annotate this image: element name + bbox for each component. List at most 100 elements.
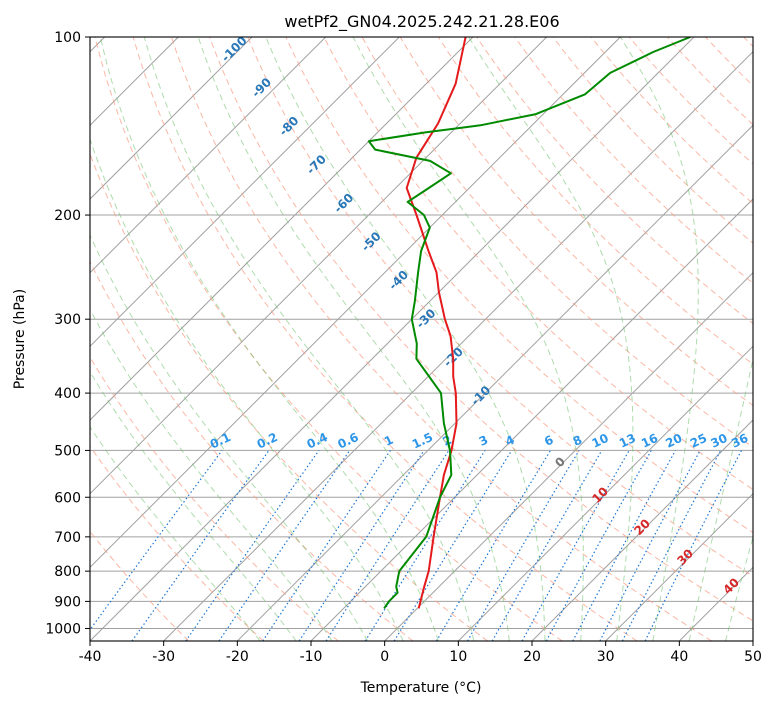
x-tick-label: 20 bbox=[523, 649, 541, 665]
isotherm-line bbox=[90, 37, 548, 495]
series-line bbox=[405, 37, 467, 609]
mixing-ratio-label: 8 bbox=[571, 433, 584, 449]
chart-title: wetPf2_GN04.2025.242.21.28.E06 bbox=[284, 12, 559, 32]
y-tick-label: 300 bbox=[54, 312, 81, 328]
moist-adiabats bbox=[90, 37, 753, 641]
dry-adiabat-line bbox=[476, 37, 753, 325]
series-line bbox=[367, 37, 691, 609]
dry-adiabats bbox=[90, 37, 753, 641]
moist-adiabat-line bbox=[90, 426, 261, 641]
isotherm-line bbox=[90, 37, 695, 641]
moist-adiabat-line bbox=[197, 37, 510, 641]
dry-adiabat-line bbox=[132, 37, 638, 641]
dry-adiabat-line bbox=[628, 37, 753, 165]
moist-adiabat-line bbox=[352, 37, 584, 641]
moist-adiabat-label: 40 bbox=[720, 575, 742, 597]
isotherm-line bbox=[752, 640, 753, 641]
dry-adiabat-line bbox=[170, 37, 712, 641]
dry-adiabat-label: -60 bbox=[331, 191, 356, 216]
dry-adiabat-line bbox=[743, 37, 753, 48]
mixing-ratio-label: 16 bbox=[639, 431, 660, 451]
x-tick-label: -10 bbox=[300, 649, 323, 665]
y-tick-label: 1000 bbox=[45, 621, 81, 637]
dry-adiabat-line bbox=[437, 37, 753, 365]
isotherm-line bbox=[90, 37, 400, 348]
moist-adiabat-line bbox=[619, 37, 699, 641]
dry-adiabat-line bbox=[247, 37, 753, 577]
dry-adiabat-label: -80 bbox=[276, 114, 301, 139]
moist-adiabat-label: 10 bbox=[589, 484, 611, 506]
isotherm-line bbox=[310, 198, 753, 641]
mixing-ratio-line bbox=[262, 450, 391, 641]
x-tick-label: -20 bbox=[226, 649, 249, 665]
dry-adiabat-line bbox=[90, 530, 190, 641]
x-tick-label: 10 bbox=[449, 649, 467, 665]
dry-adiabat-line bbox=[705, 37, 753, 87]
dry-adiabat-line bbox=[514, 37, 753, 284]
isotherm-line bbox=[531, 419, 753, 641]
y-tick-label: 800 bbox=[54, 564, 81, 580]
mixing-ratio-line bbox=[393, 450, 513, 641]
mixing-ratio-label: 0.4 bbox=[305, 430, 330, 452]
x-axis-ticks: -40 -30 -20 -10 0 10 20 30 40 50 bbox=[79, 641, 762, 665]
isotherm-line bbox=[384, 271, 753, 641]
dry-adiabat-label: -90 bbox=[249, 75, 274, 100]
mixing-ratio-label: 1.5 bbox=[410, 430, 435, 452]
x-axis-label: Temperature (°C) bbox=[360, 680, 482, 696]
moist-adiabat-line bbox=[265, 37, 546, 641]
moist-adiabat-line bbox=[468, 37, 634, 641]
isotherm-line bbox=[90, 37, 621, 569]
isotherm-line bbox=[90, 37, 253, 200]
dry-adiabat-label: -10 bbox=[468, 383, 493, 408]
dry-adiabat-label: -30 bbox=[413, 306, 438, 331]
dry-adiabat-line bbox=[361, 37, 753, 448]
isotherm-line bbox=[457, 345, 753, 641]
mixing-ratio-lines bbox=[90, 450, 743, 641]
moist-adiabat-label: 30 bbox=[674, 546, 696, 568]
mixing-ratio-line bbox=[90, 450, 223, 631]
mixing-ratio-line bbox=[621, 450, 722, 641]
x-tick-label: 40 bbox=[670, 649, 688, 665]
y-tick-label: 700 bbox=[54, 530, 81, 546]
y-tick-label: 100 bbox=[54, 30, 81, 46]
isobar-grid bbox=[90, 37, 753, 629]
dry-adiabat-line bbox=[90, 445, 264, 641]
dry-adiabat-line bbox=[590, 37, 753, 205]
moist-adiabat-label: 0 bbox=[552, 454, 568, 470]
dry-adiabat-line bbox=[94, 37, 563, 641]
y-tick-label: 900 bbox=[54, 594, 81, 610]
mixing-ratio-line bbox=[521, 450, 630, 641]
moist-adiabat-label: 20 bbox=[631, 516, 653, 538]
dry-adiabat-line bbox=[552, 37, 753, 244]
dry-adiabat-label: -100 bbox=[219, 34, 250, 65]
mixing-ratio-line bbox=[644, 450, 743, 641]
mixing-ratio-line bbox=[599, 450, 701, 641]
moist-adiabat-line bbox=[99, 37, 439, 641]
mixing-ratio-label: 10 bbox=[590, 431, 611, 451]
mixing-ratio-label: 25 bbox=[688, 431, 709, 451]
dry-adiabat-line bbox=[90, 152, 488, 641]
isotherm-line bbox=[90, 37, 474, 421]
y-tick-label: 500 bbox=[54, 443, 81, 459]
mixing-ratio-label: 20 bbox=[663, 431, 684, 451]
x-tick-label: -30 bbox=[152, 649, 175, 665]
y-axis-label: Pressure (hPa) bbox=[12, 289, 28, 389]
moist-adiabat-line bbox=[90, 370, 297, 641]
dry-adiabat-label: -50 bbox=[359, 229, 384, 254]
y-tick-label: 600 bbox=[54, 490, 81, 506]
mixing-ratio-line bbox=[435, 450, 552, 641]
x-tick-label: 50 bbox=[744, 649, 762, 665]
mixing-ratio-label: 36 bbox=[729, 431, 750, 451]
y-axis-ticks: 100 200 300 400 500 600 700 800 900 1000 bbox=[45, 30, 90, 637]
moist-adiabat-line bbox=[90, 137, 404, 641]
x-tick-label: 0 bbox=[380, 649, 389, 665]
mixing-ratio-label: 6 bbox=[542, 433, 555, 449]
isotherm-grid bbox=[90, 37, 753, 641]
plot-area: -100-90-80-70-60-50-40-30-20-100.1 0.2 0.4… bbox=[90, 34, 753, 641]
isotherm-line bbox=[163, 50, 753, 641]
moist-adiabat-line bbox=[725, 534, 753, 641]
sounding-series bbox=[367, 37, 691, 609]
mixing-ratio-label: 13 bbox=[617, 431, 638, 451]
dry-adiabat-label: -40 bbox=[386, 268, 411, 293]
